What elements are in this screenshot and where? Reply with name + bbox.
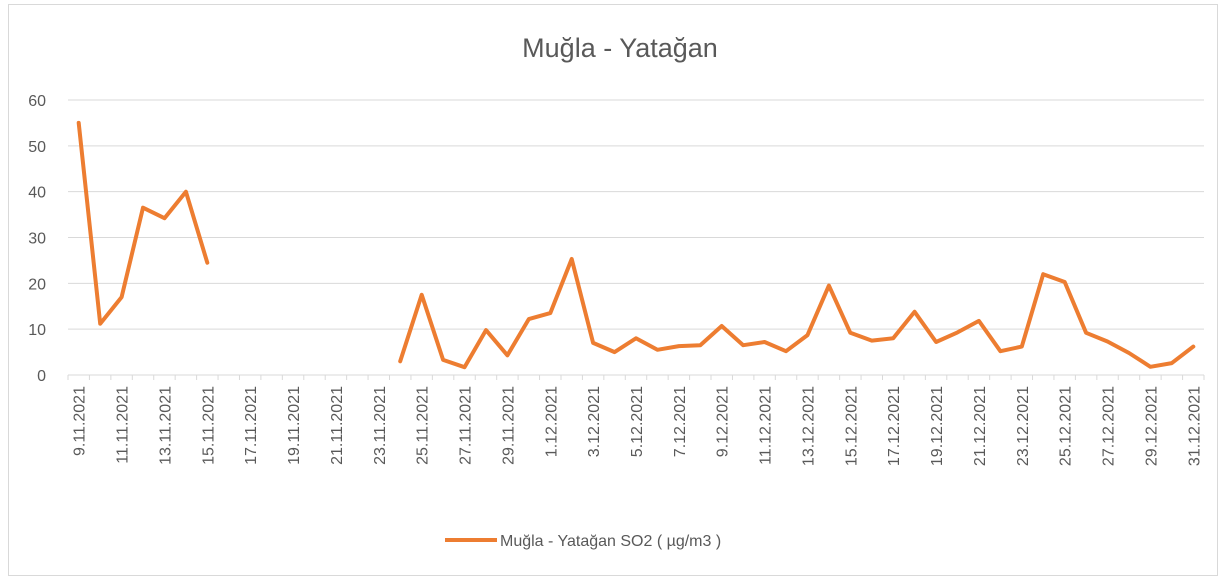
legend-label: Muğla - Yatağan SO2 ( µg/m3 ) xyxy=(500,533,721,550)
x-tick-label: 17.12.2021 xyxy=(886,386,903,466)
x-tick-label: 29.11.2021 xyxy=(500,386,517,465)
x-tick-label: 27.11.2021 xyxy=(458,386,475,465)
series-line xyxy=(76,120,1196,370)
y-tick-label: 30 xyxy=(28,231,46,248)
x-tick-label: 19.12.2021 xyxy=(929,386,946,466)
chart-border xyxy=(8,4,1218,576)
x-tick-label: 15.12.2021 xyxy=(843,386,860,466)
x-tick-label: 27.12.2021 xyxy=(1101,386,1118,466)
x-tick-label: 9.12.2021 xyxy=(715,386,732,457)
x-tick-label: 29.12.2021 xyxy=(1143,386,1160,466)
y-tick-label: 10 xyxy=(28,322,46,339)
x-tick-label: 23.12.2021 xyxy=(1015,386,1032,466)
y-tick-label: 20 xyxy=(28,276,46,293)
x-tick-label: 13.11.2021 xyxy=(157,386,174,465)
x-tick-label: 9.11.2021 xyxy=(72,386,89,456)
x-tick-label: 21.11.2021 xyxy=(329,386,346,465)
y-tick-label: 0 xyxy=(37,368,46,385)
x-tick-label: 21.12.2021 xyxy=(972,386,989,466)
x-tick-label: 25.11.2021 xyxy=(415,386,432,465)
x-tick-label: 1.12.2021 xyxy=(543,386,560,457)
x-tick-label: 17.11.2021 xyxy=(243,386,260,465)
x-tick-label: 25.12.2021 xyxy=(1058,386,1075,466)
chart-title: Muğla - Yatağan xyxy=(522,33,718,63)
x-tick-label: 31.12.2021 xyxy=(1186,386,1203,466)
x-tick-label: 15.11.2021 xyxy=(200,386,217,465)
x-tick-label: 3.12.2021 xyxy=(586,386,603,457)
x-tick-label: 5.12.2021 xyxy=(629,386,646,457)
y-tick-label: 50 xyxy=(28,139,46,156)
x-tick-label: 23.11.2021 xyxy=(372,386,389,465)
x-tick-label: 13.12.2021 xyxy=(800,386,817,466)
y-tick-label: 40 xyxy=(28,185,46,202)
x-tick-label: 19.11.2021 xyxy=(286,386,303,465)
x-tick-label: 11.12.2021 xyxy=(758,386,775,465)
y-tick-label: 60 xyxy=(28,93,46,110)
x-tick-label: 11.11.2021 xyxy=(115,386,132,464)
x-tick-label: 7.12.2021 xyxy=(672,386,689,457)
